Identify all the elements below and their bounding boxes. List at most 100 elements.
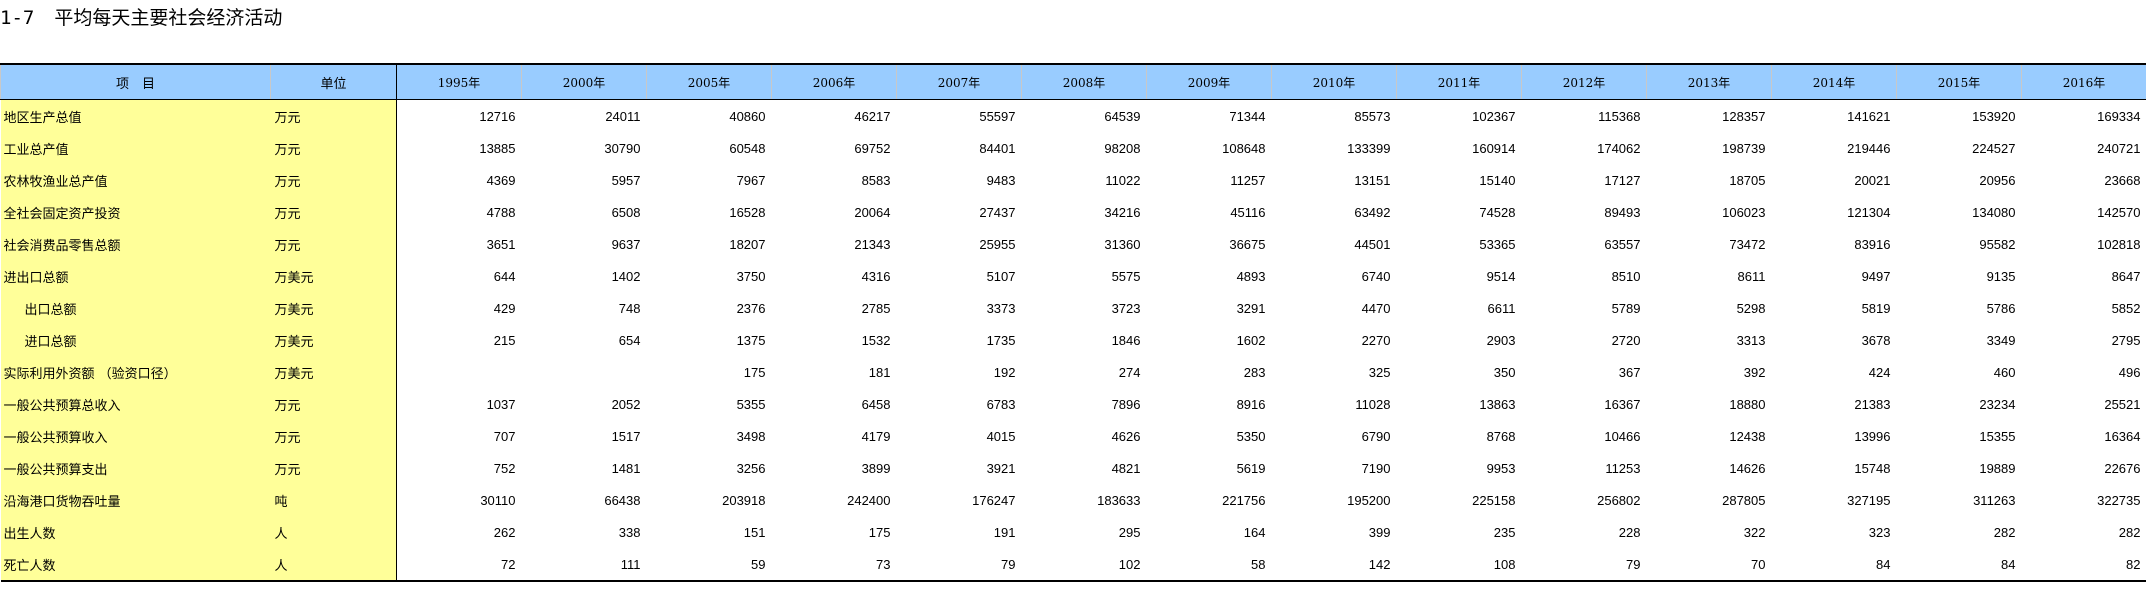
table-cell: 1375 [736,332,766,348]
table-cell: 1481 [611,460,641,476]
table-cell: 256802 [1597,492,1641,508]
table-cell: 46217 [854,108,891,124]
row-label: 进口总额 [0,324,271,356]
row-label: 一般公共预算支出 [0,452,271,484]
table-cell: 225158 [1472,492,1516,508]
header-year: 2015年 [1896,63,2022,100]
table-cell: 16528 [729,204,766,220]
table-cell: 2376 [736,300,766,316]
table-cell: 73 [771,548,897,582]
table-cell: 644 [493,268,516,284]
table-row: 一般公共预算收入 万元 707 1517 3498 4179 4015 4626 5350 679… [0,420,2146,452]
row-label: 沿海港口货物吞吐量 [0,484,271,516]
header-year: 2011年 [1396,63,1522,100]
table-cell: 3723 [1111,300,1141,316]
table-cell: 4893 [1236,268,1266,284]
table-cell: 228 [1618,524,1641,540]
table-cell: 7190 [1361,460,1391,476]
table-cell: 40860 [729,108,766,124]
table-cell: 9497 [1861,268,1891,284]
table-cell: 108 [1396,548,1522,582]
table-cell: 2052 [611,396,641,412]
table-cell: 15140 [1479,172,1516,188]
table-cell: 5786 [1986,300,2016,316]
table-cell: 3256 [736,460,766,476]
table-cell: 367 [1618,364,1641,380]
table-cell [522,356,647,388]
table-cell: 221756 [1222,492,1266,508]
table-cell: 25955 [979,236,1016,252]
row-label: 社会消费品零售总额 [0,228,271,260]
row-label: 工业总产值 [0,132,271,164]
table-cell: 282 [2118,524,2141,540]
table-cell: 4626 [1111,428,1141,444]
table-cell: 752 [493,460,516,476]
table-cell: 4369 [486,172,516,188]
header-year: 1995年 [396,63,522,100]
table-row: 死亡人数人 72 111 59 73 79 102 58 142 108 79 70 84 84 82 [0,548,2146,582]
table-cell: 3498 [736,428,766,444]
table-cell: 169334 [2097,108,2141,124]
row-unit: 万元 [270,164,397,196]
table-cell: 13996 [1854,428,1891,444]
table-cell: 176247 [972,492,1016,508]
table-cell: 224527 [1972,140,2016,156]
row-unit: 万元 [270,228,397,260]
table-cell: 8583 [861,172,891,188]
table-cell: 5852 [2111,300,2141,316]
table-cell: 496 [2118,364,2141,380]
table-cell: 175 [868,524,891,540]
table-cell: 153920 [1972,108,2016,124]
table-cell: 142 [1271,548,1397,582]
table-cell: 16364 [2104,428,2141,444]
row-unit: 万美元 [270,292,397,324]
table-cell: 20064 [854,204,891,220]
table-cell: 338 [618,524,641,540]
table-cell: 322735 [2097,492,2141,508]
table-row: 出口总额 万美元 429 748 2376 2785 3373 3723 3291 4470 661… [0,292,2146,324]
table-cell: 36675 [1229,236,1266,252]
table-cell: 64539 [1104,108,1141,124]
table-cell: 8510 [1611,268,1641,284]
row-unit: 万元 [270,132,397,164]
table-cell: 262 [493,524,516,540]
table-cell: 12438 [1729,428,1766,444]
header-year: 2006年 [771,63,897,100]
table-cell: 84401 [979,140,1016,156]
table-cell: 4316 [861,268,891,284]
table-cell: 13151 [1354,172,1391,188]
table-cell: 6783 [986,396,1016,412]
table-cell: 2270 [1361,332,1391,348]
table-cell: 6458 [861,396,891,412]
table-cell: 31360 [1104,236,1141,252]
row-label: 实际利用外资额 （验资口径） [0,356,271,388]
table-cell: 429 [493,300,516,316]
table-cell: 19889 [1979,460,2016,476]
table-cell: 23668 [2104,172,2141,188]
table-cell: 160914 [1472,140,1516,156]
table-cell: 748 [618,300,641,316]
table-cell: 66438 [604,492,641,508]
table-cell: 10466 [1604,428,1641,444]
table-cell: 128357 [1722,108,1766,124]
table-cell: 240721 [2097,140,2141,156]
table-cell: 16367 [1604,396,1641,412]
table-cell: 1846 [1111,332,1141,348]
table-cell: 18705 [1729,172,1766,188]
header-year: 2012年 [1521,63,1647,100]
table-cell: 83916 [1854,236,1891,252]
row-unit: 万美元 [270,356,397,388]
table-cell: 79 [1521,548,1647,582]
table-cell: 195200 [1347,492,1391,508]
table-cell: 5575 [1111,268,1141,284]
table-cell: 6790 [1361,428,1391,444]
table-row: 地区生产总值 万元 12716 24011 40860 46217 55597 64539 71… [0,99,2146,132]
table-cell: 60548 [729,140,766,156]
row-label: 农林牧渔业总产值 [0,164,271,196]
table-cell: 283 [1243,364,1266,380]
table-cell: 7967 [736,172,766,188]
table-cell: 2720 [1611,332,1641,348]
table-cell: 15355 [1979,428,2016,444]
table-cell: 1532 [861,332,891,348]
table-cell: 460 [1993,364,2016,380]
